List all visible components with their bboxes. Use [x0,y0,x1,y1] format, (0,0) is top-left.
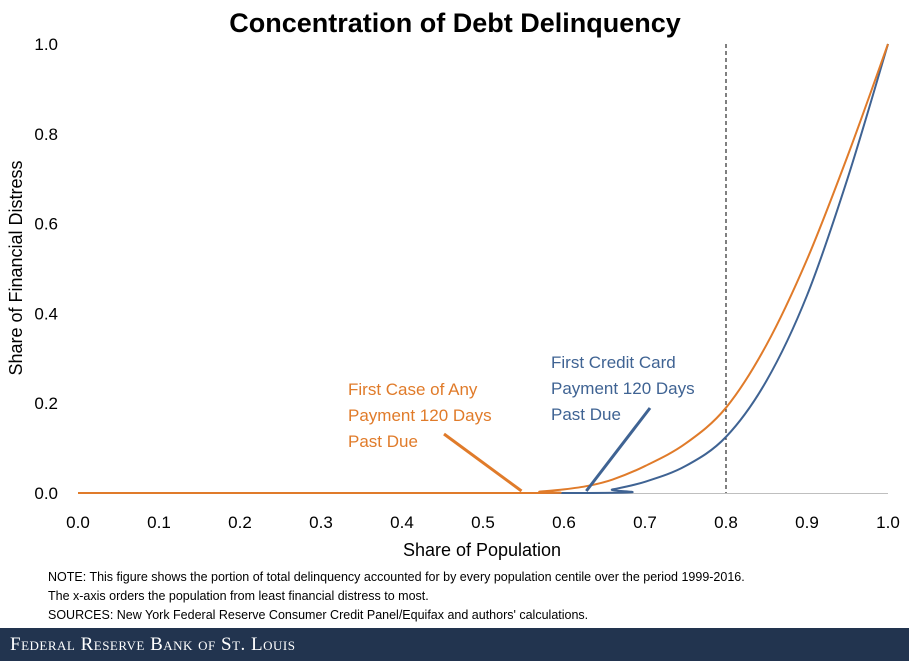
y-tick-label: 0.2 [34,394,58,413]
y-tick-label: 0.4 [34,304,58,323]
x-tick-label: 0.5 [471,513,495,532]
annotation-pointer [443,432,523,493]
annotation-pointer [585,407,652,492]
footer-bar: Federal Reserve Bank of St. Louis [0,628,909,661]
annotation-text: First Credit Card Payment 120 Days Past Du… [551,353,695,424]
y-tick-label: 1.0 [34,35,58,54]
y-tick-label: 0.8 [34,125,58,144]
series-group [77,43,889,495]
note-line: The x-axis orders the population from le… [48,589,429,603]
y-tick-label: 0.6 [34,215,58,234]
y-axis: 0.0 0.2 0.4 0.6 0.8 1.0 [34,35,58,503]
x-tick-label: 0.1 [147,513,171,532]
x-tick-label: 0.9 [795,513,819,532]
series-line [77,43,889,495]
annotations: First Case of Any Payment 120 Days Past Du… [348,353,695,493]
annotation-text: First Case of Any Payment 120 Days Past Du… [348,380,492,451]
notes: NOTE: This figure shows the portion of t… [48,568,898,625]
x-tick-label: 0.7 [633,513,657,532]
y-tick-label: 0.0 [34,484,58,503]
chart-title: Concentration of Debt Delinquency [229,8,681,38]
y-axis-label: Share of Financial Distress [6,160,26,375]
series-line [77,43,889,495]
x-tick-label: 0.6 [552,513,576,532]
x-tick-label: 0.8 [714,513,738,532]
footer-brand: Federal Reserve Bank of St. Louis [10,634,296,655]
x-tick-label: 1.0 [876,513,900,532]
x-tick-label: 0.3 [309,513,333,532]
x-tick-label: 0.0 [66,513,90,532]
sources-line: SOURCES: New York Federal Reserve Consum… [48,608,589,622]
note-line: NOTE: This figure shows the portion of t… [48,570,745,584]
x-axis: 0.0 0.1 0.2 0.3 0.4 0.5 0.6 0.7 0.8 0.9 1.0 [66,513,900,532]
x-axis-label: Share of Population [403,540,561,560]
x-tick-label: 0.2 [228,513,252,532]
chart: Concentration of Debt Delinquency 0.0 0.2… [6,8,900,560]
x-tick-label: 0.4 [390,513,414,532]
